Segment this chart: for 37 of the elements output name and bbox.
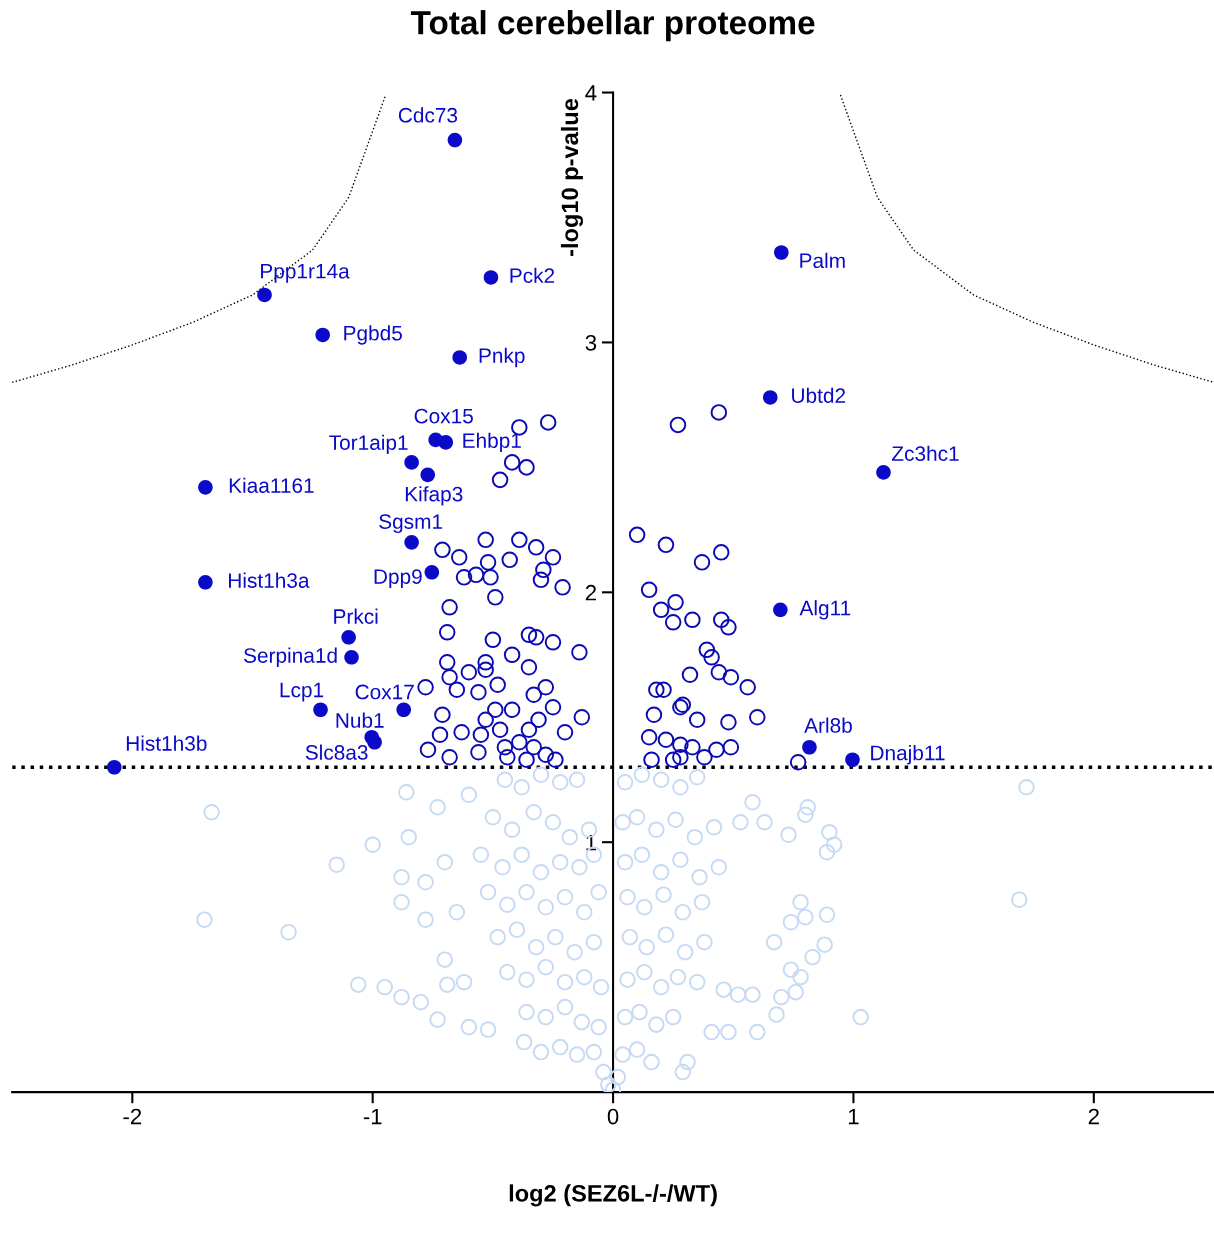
annotation: Pgbd5 (344, 325, 402, 345)
x-tick-label: -1 (363, 1108, 382, 1125)
annotation: Kiaa1161 (229, 477, 314, 493)
annotation: Slc8a3 (305, 744, 368, 760)
annotation: Dpp9 (374, 569, 422, 589)
annotation: Sgsm1 (379, 514, 443, 534)
annotation: Cdc73 (398, 107, 458, 123)
annotation: Ehbp1 (463, 432, 521, 453)
annotation: Nub1 (336, 712, 384, 728)
x-tick-label: -2 (123, 1108, 142, 1125)
annotation: Hist1h3a (229, 572, 310, 588)
annotation: Pnkp (479, 347, 525, 368)
annotation: Tor1aip1 (329, 434, 408, 455)
y-tick-label: 2 (585, 584, 596, 601)
annotation: Zc3hc1 (891, 445, 959, 461)
y-tick-label: 3 (585, 334, 597, 351)
chart-title: Total cerebellar proteome (410, 10, 815, 42)
annotation: Dnajb11 (871, 745, 945, 765)
x-tick-label: 1 (848, 1108, 859, 1125)
annotation: Arl8b (804, 717, 852, 733)
annotation: Palm (800, 252, 845, 269)
annotation: Hist1h3b (126, 735, 207, 751)
x-axis-title: log2 (SEZ6L-/-/WT) (509, 1184, 717, 1207)
x-tick-label: 2 (1088, 1108, 1099, 1125)
annotation: Prkci (334, 608, 378, 624)
annotation: Cox15 (414, 408, 473, 424)
annotation: Pck2 (510, 267, 555, 284)
annotation: Alg11 (799, 600, 851, 620)
y-axis-title: -log10 p-value (560, 98, 584, 256)
annotation: Serpina1d (244, 647, 337, 667)
annotation: Ubtd2 (792, 387, 846, 403)
annotation: Ppp1r14a (261, 264, 350, 283)
annotation: Lcp1 (280, 682, 324, 702)
y-tick-label: 4 (585, 85, 597, 101)
x-tick-label: 0 (607, 1108, 619, 1125)
annotation: Cox17 (355, 684, 414, 700)
annotation: Kifap3 (405, 486, 463, 506)
